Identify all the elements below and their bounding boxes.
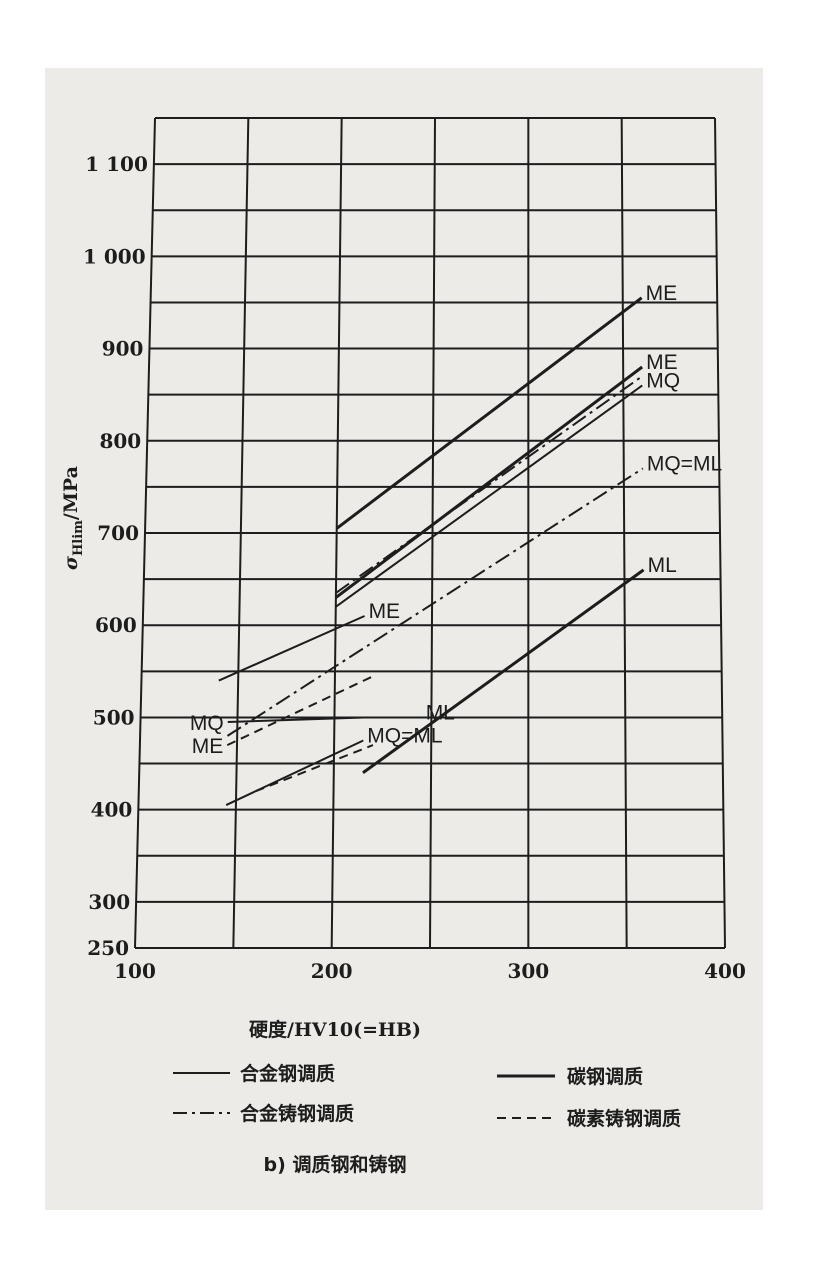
y-axis-label-symbol: σ xyxy=(60,555,82,570)
y-tick-label: 500 xyxy=(93,705,135,729)
y-tick-label: 900 xyxy=(102,337,144,361)
series-line xyxy=(255,744,374,793)
legend-label-carbon-cast-steel: 碳素铸钢调质 xyxy=(567,1107,681,1130)
y-axis-label-subscript: Hlim xyxy=(71,520,86,556)
y-axis-label-unit: /MPa xyxy=(60,466,82,520)
series-line xyxy=(225,739,364,806)
svg-text:σHlim/MPa: σHlim/MPa xyxy=(60,466,86,570)
y-tick-label: 300 xyxy=(88,890,130,914)
horizontal-gridlines xyxy=(135,117,725,949)
curve-label: MQ=ML xyxy=(647,452,722,475)
curve-label: MQ xyxy=(190,712,224,735)
curve-label: ME xyxy=(646,282,678,305)
curve-label: MQ xyxy=(646,369,680,392)
series-line xyxy=(335,296,643,530)
y-tick-label: 600 xyxy=(95,613,137,637)
x-tick-label: 200 xyxy=(311,959,353,983)
series-line xyxy=(334,365,644,599)
series-line xyxy=(335,375,643,594)
curve-label: ML xyxy=(648,554,677,577)
x-tick-label: 400 xyxy=(704,959,746,983)
x-tick-label: 100 xyxy=(114,959,156,983)
figure-caption: b) 调质钢和铸钢 xyxy=(264,1153,407,1176)
legend-label-carbon-steel: 碳钢调质 xyxy=(567,1065,643,1088)
curve-label: ME xyxy=(192,735,224,758)
y-tick-label: 400 xyxy=(91,798,133,822)
legend-label-alloy-cast-steel: 合金铸钢调质 xyxy=(240,1102,354,1125)
legend-label-alloy-steel: 合金钢调质 xyxy=(240,1062,335,1085)
series-line xyxy=(226,467,644,737)
curve-label: ML xyxy=(426,701,455,724)
series-line xyxy=(227,716,364,724)
series-line xyxy=(218,615,365,682)
curve-label: ME xyxy=(646,351,678,374)
y-tick-label: 1 100 xyxy=(85,152,148,176)
series-line xyxy=(362,568,645,774)
series-line xyxy=(226,675,375,747)
x-tick-label: 300 xyxy=(507,959,549,983)
y-tick-label: 800 xyxy=(99,429,141,453)
y-tick-label: 250 xyxy=(87,936,129,960)
legend: 合金钢调质 碳钢调质 合金铸钢调质 碳素铸钢调质 xyxy=(173,1062,681,1130)
y-axis-label: σHlim/MPa xyxy=(60,466,86,570)
tick-labels: 250 300 400 500 600 700 800 900 1 000 1 100 100 200… xyxy=(83,152,746,983)
curve-label: MQ=ML xyxy=(367,725,442,748)
series-line xyxy=(335,384,643,608)
page-sheet: ME ME MQ MQ=ML ML ME MQ ML ME MQ=ML 250 300 400 500 6… xyxy=(45,68,763,1210)
x-axis-label: 硬度/HV10(=HB) xyxy=(249,1018,421,1041)
y-tick-label: 1 000 xyxy=(83,244,146,268)
y-tick-label: 700 xyxy=(97,521,139,545)
curve-label: ME xyxy=(369,600,401,623)
